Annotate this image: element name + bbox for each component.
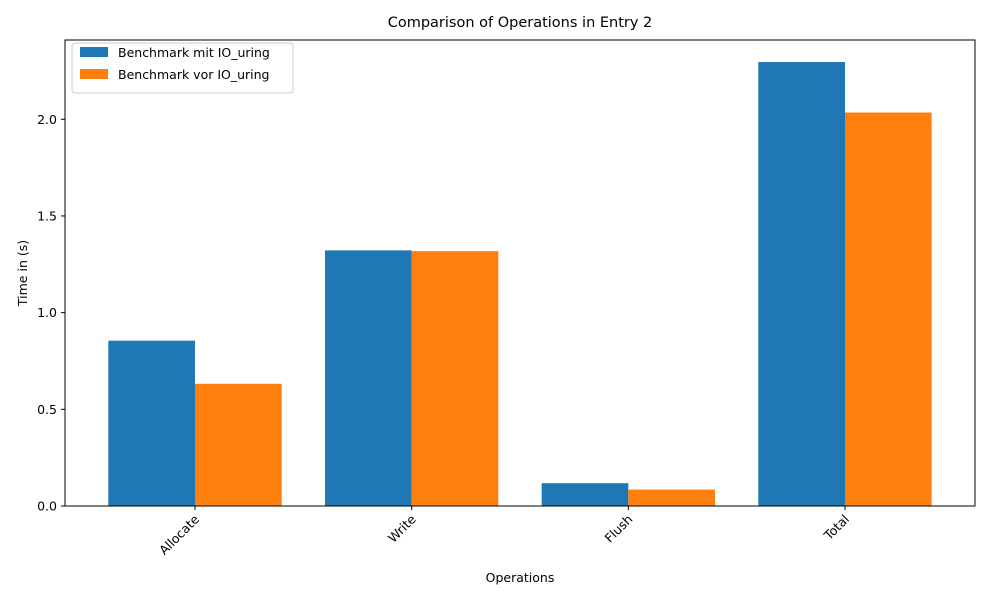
legend-box	[71, 42, 294, 94]
x-tick-label-total: Total	[820, 512, 852, 544]
bars-layer	[108, 62, 932, 506]
x-axis-label: Operations	[486, 570, 555, 585]
bar-flush-series-2	[628, 489, 715, 506]
x-axis-ticks: Allocate Write Flush Total	[156, 506, 852, 558]
y-axis-ticks: 0.0 0.5 1.0 1.5 2.0	[37, 112, 65, 514]
y-axis-label: Time in (s)	[15, 240, 30, 307]
legend: Benchmark mit IO_uring Benchmark vor IO_…	[71, 42, 294, 94]
legend-swatch-series-1	[80, 47, 108, 57]
bar-write-series-2	[411, 251, 499, 506]
x-tick-label-allocate: Allocate	[156, 511, 202, 557]
bar-allocate-series-1	[108, 340, 195, 506]
bar-write-series-1	[325, 250, 412, 506]
bar-total-series-2	[845, 112, 932, 506]
plot-frame	[64, 39, 976, 507]
y-tick-label: 1.0	[37, 305, 57, 320]
legend-label-series-1: Benchmark mit IO_uring	[118, 45, 270, 60]
y-tick-label: 0.5	[37, 402, 57, 417]
legend-swatch-series-2	[80, 69, 108, 79]
bar-total-series-1	[758, 62, 845, 506]
y-tick-label: 0.0	[37, 499, 57, 514]
chart-title: Comparison of Operations in Entry 2	[388, 15, 653, 31]
bar-flush-series-1	[541, 483, 629, 506]
y-tick-label: 1.5	[37, 208, 57, 223]
y-tick-label: 2.0	[37, 112, 57, 127]
x-tick-label-write: Write	[385, 511, 419, 545]
bar-allocate-series-2	[195, 383, 282, 506]
x-tick-label-flush: Flush	[601, 512, 635, 546]
legend-label-series-2: Benchmark vor IO_uring	[118, 67, 270, 82]
